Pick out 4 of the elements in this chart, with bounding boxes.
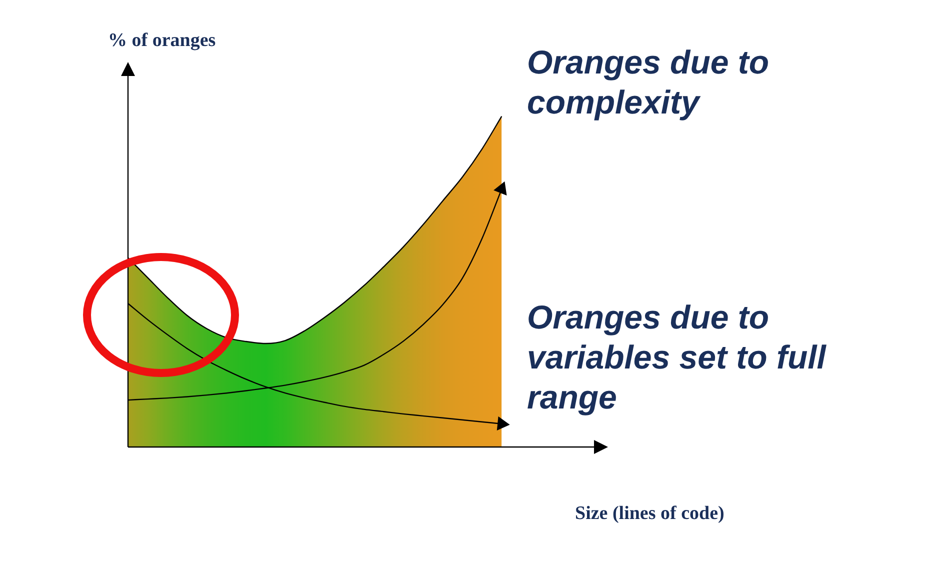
x-axis-title: Size (lines of code) [575, 503, 724, 525]
series-label: Oranges due to complexity [527, 44, 770, 121]
series-label: Oranges due to variables set to full range [527, 298, 827, 416]
y-axis-title: % of oranges [108, 30, 216, 52]
